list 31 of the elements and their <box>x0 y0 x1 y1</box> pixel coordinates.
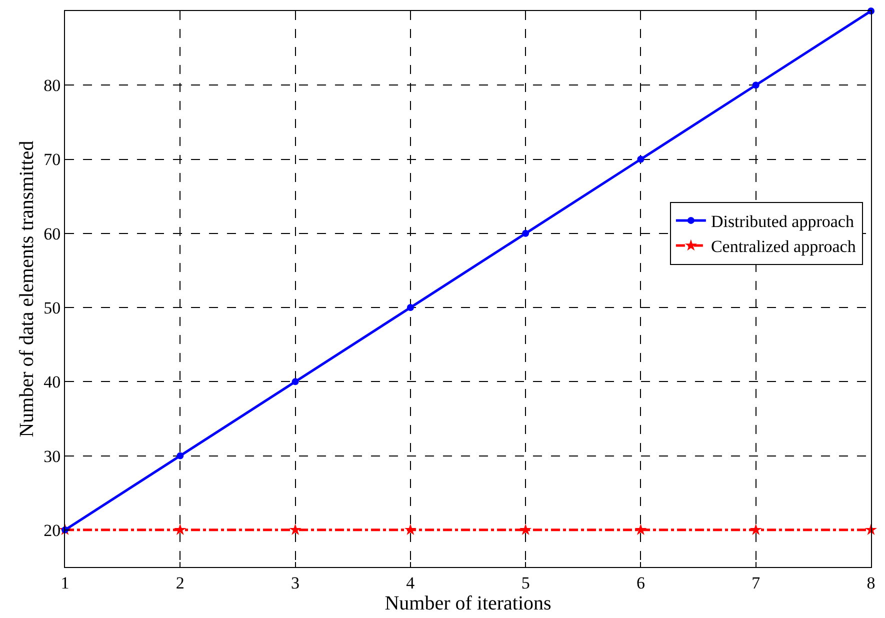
y-axis-title: Number of data elements transmitted <box>16 140 38 438</box>
y-tick-label: 40 <box>44 372 61 392</box>
x-tick-label: 8 <box>866 573 876 592</box>
x-tick-label: 1 <box>60 573 70 592</box>
legend-label: Distributed approach <box>710 212 854 232</box>
x-tick-label: 6 <box>636 573 645 592</box>
y-tick-label: 50 <box>44 298 61 318</box>
x-axis-title: Number of iterations <box>384 592 552 614</box>
point <box>522 230 530 237</box>
y-tick-label: 30 <box>44 446 61 466</box>
point <box>520 524 532 536</box>
point <box>750 524 762 536</box>
point <box>752 82 760 89</box>
point <box>634 524 647 536</box>
legend-label: Centralized approach <box>710 237 856 256</box>
x-tick-label: 3 <box>291 573 300 592</box>
point <box>289 524 302 536</box>
y-tick-label: 70 <box>44 150 61 170</box>
x-tick-label: 4 <box>406 573 416 592</box>
point <box>292 378 299 386</box>
x-tick-label: 7 <box>752 573 761 592</box>
y-tick-label: 80 <box>44 76 61 96</box>
point <box>176 452 184 460</box>
point <box>404 524 416 536</box>
point <box>406 304 414 312</box>
y-tick-label: 60 <box>44 224 61 244</box>
x-tick-label: 5 <box>521 573 530 592</box>
y-tick-label: 20 <box>44 520 61 540</box>
point <box>174 524 186 536</box>
point <box>637 156 644 163</box>
x-tick-label: 2 <box>176 573 184 592</box>
